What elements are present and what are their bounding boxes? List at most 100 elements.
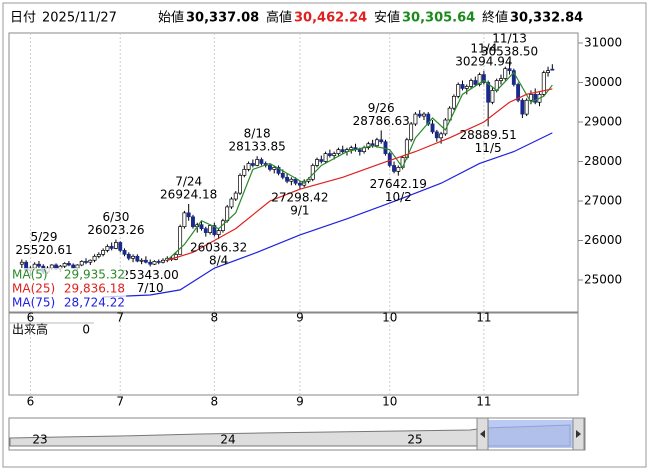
high: 30,462.24 (294, 11, 367, 26)
legend-value: 29,836.18 (64, 282, 125, 296)
date: 2025/11/27 (42, 11, 117, 26)
candle-body (242, 169, 247, 176)
candle-body (143, 259, 148, 263)
y-tick-label: 28000 (584, 154, 622, 168)
candle-body (464, 86, 469, 89)
date-label: 日付 (10, 11, 36, 26)
annotation-date: 10/2 (385, 190, 412, 204)
x-tick-label: 9 (296, 311, 304, 325)
candle-body (426, 113, 431, 125)
x-tick-label: 10 (382, 311, 397, 325)
candle-body (36, 263, 41, 267)
x-tick-label: 7 (116, 395, 124, 409)
annotation-date: 5/29 (31, 230, 58, 244)
candle-body (66, 263, 71, 266)
annotation-date: 11/5 (475, 141, 502, 155)
candle-body (233, 192, 238, 200)
close: 30,332.84 (510, 11, 583, 26)
legend-name: MA(25) (12, 282, 55, 296)
candle-body (319, 159, 324, 162)
candle-body (225, 206, 230, 222)
candle-body (280, 172, 285, 178)
candle-body (366, 143, 371, 149)
annotation-date: 9/1 (290, 204, 309, 218)
candle-body (396, 167, 401, 172)
candle-body (62, 263, 67, 267)
candle-body (469, 80, 473, 87)
candle-body (199, 224, 204, 230)
candle-body (289, 178, 294, 182)
annotation-price: 28786.63 (353, 114, 410, 128)
candle-body (139, 259, 144, 262)
x-tick-label: 6 (27, 311, 35, 325)
ma-line (167, 88, 553, 261)
main-panel (8, 32, 579, 313)
candle-body (520, 99, 525, 115)
x-tick-label: 10 (382, 395, 397, 409)
annotation-price: 26023.26 (87, 223, 144, 237)
x-tick-label: 6 (27, 395, 35, 409)
candle-body (238, 174, 242, 194)
candle-body (430, 123, 435, 133)
candle-body (109, 246, 114, 249)
candle-body (417, 113, 422, 117)
y-tick-label: 31000 (584, 35, 622, 49)
navigator (8, 417, 586, 451)
candle-body (374, 139, 379, 147)
candle-body (516, 84, 521, 101)
candle-body (503, 68, 508, 79)
candle-body (118, 242, 123, 251)
candle-body (203, 228, 208, 233)
candle-body (19, 261, 24, 265)
y-tick-label: 29000 (584, 114, 622, 128)
candle-body (272, 167, 277, 170)
x-tick-label: 8 (211, 311, 219, 325)
candle-body (528, 93, 533, 101)
legend-value: 28,724.22 (64, 296, 125, 310)
candle-body (499, 78, 503, 81)
candle-body (413, 113, 418, 125)
annotation-price: 25520.61 (15, 243, 72, 257)
candle-body (268, 165, 272, 170)
candle-body (293, 178, 298, 184)
legend-value: 29,935.32 (64, 268, 125, 282)
y-tick-label: 26000 (584, 233, 622, 247)
candle-body (473, 80, 478, 85)
ma-line (166, 71, 553, 261)
candle-body (182, 212, 187, 228)
frame (2, 2, 647, 468)
annotation-price: 26924.18 (160, 187, 217, 201)
navigator-window (485, 420, 573, 448)
candle-body (357, 149, 362, 152)
volume-value: 0 (82, 323, 90, 337)
candle-body (409, 123, 414, 141)
candle-body (79, 261, 84, 266)
candle-body (101, 250, 106, 255)
candle-body (507, 68, 512, 71)
candle-body (259, 159, 264, 164)
x-tick-label: 11 (476, 395, 491, 409)
open: 30,337.08 (186, 11, 259, 26)
candle-body (383, 141, 388, 154)
annotation-price: 28133.85 (229, 140, 286, 154)
candle-body (161, 259, 165, 263)
candle-body (456, 84, 461, 97)
candle-body (297, 182, 302, 186)
annotation-date: 7/24 (175, 174, 202, 188)
candle-body (92, 255, 97, 261)
legend-box (10, 268, 126, 310)
header: 日付 2025/11/27 始値 30,337.08 高値 30,462.24 … (10, 10, 583, 26)
candle-body (481, 74, 486, 83)
candle-body (49, 264, 54, 269)
candle-body (439, 133, 444, 139)
candle-body (96, 253, 101, 257)
candle-body (349, 147, 354, 150)
annotation-date: 11/4 (470, 41, 497, 55)
annotation-date: 8/18 (244, 127, 271, 141)
candle-body (546, 70, 551, 73)
candle-body (126, 253, 131, 259)
candle-body (434, 131, 439, 139)
candle-body (379, 139, 384, 143)
x-tick-label: 11 (476, 311, 491, 325)
ma-line (103, 132, 553, 298)
